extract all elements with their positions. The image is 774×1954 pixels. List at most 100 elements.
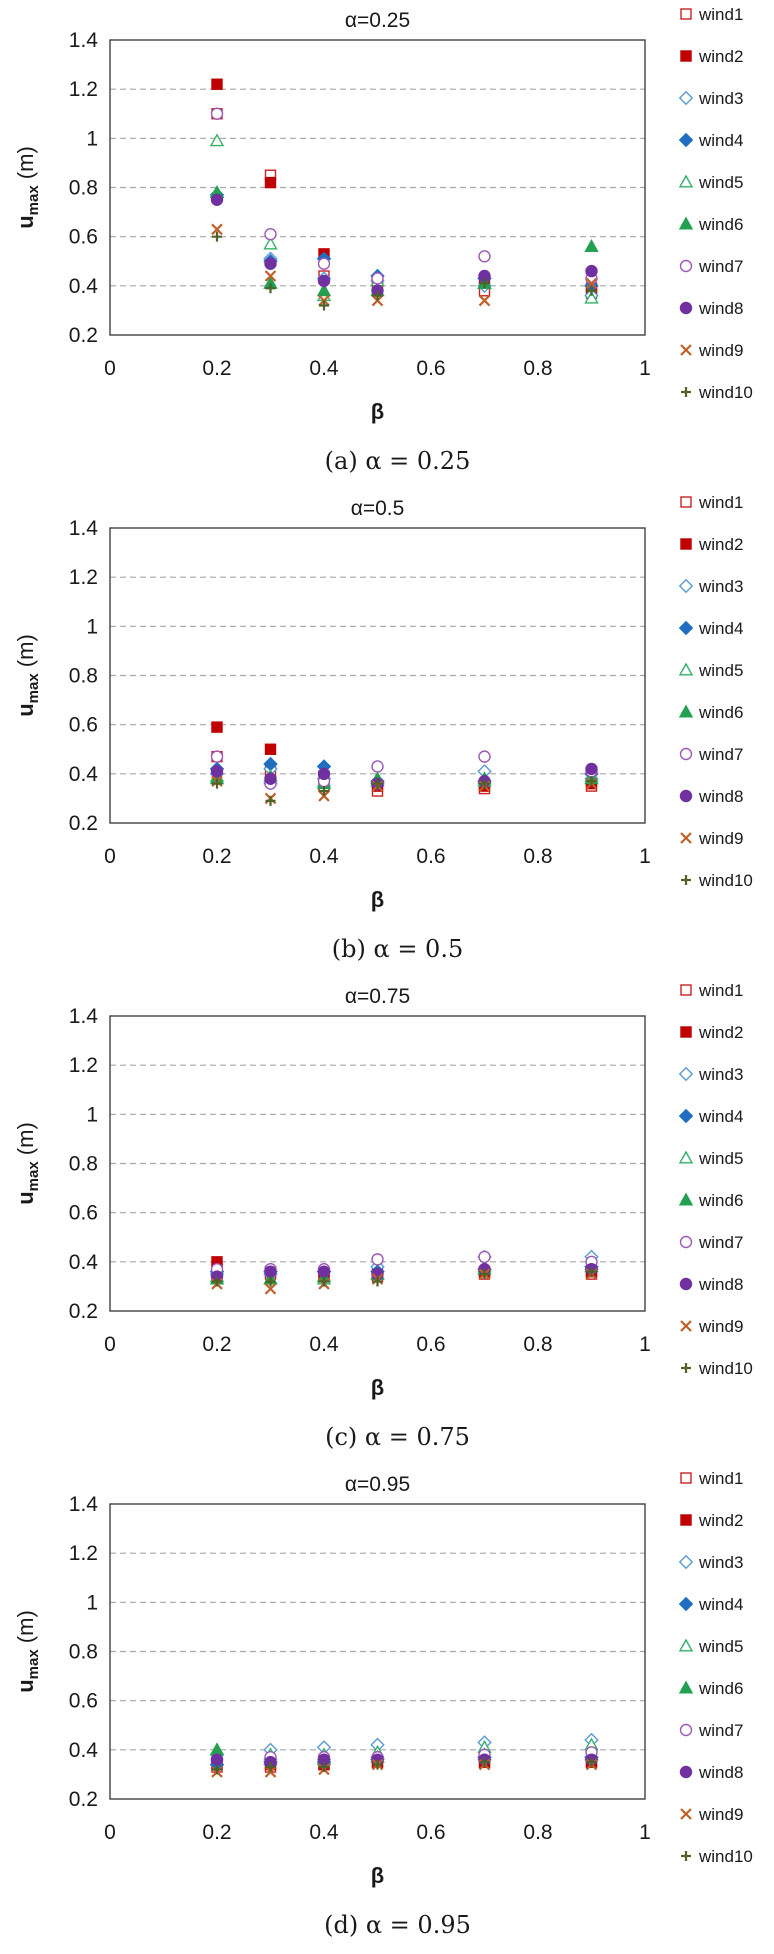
legend-label-wind1: wind1 (698, 5, 743, 24)
x-tick-label: 0 (104, 1821, 116, 1844)
x-tick-label: 0.6 (416, 845, 445, 868)
data-point-wind10 (319, 1762, 329, 1773)
y-tick-label: 0.4 (69, 275, 99, 298)
legend-label-wind10: wind10 (698, 871, 753, 890)
legend-marker-wind7 (679, 1723, 693, 1737)
legend-marker-wind1 (680, 1472, 692, 1484)
legend-marker-wind8 (679, 789, 693, 803)
y-tick-label: 0.2 (69, 1788, 98, 1811)
data-point-wind10 (586, 776, 597, 787)
legend-marker-wind8 (679, 1765, 693, 1779)
x-tick-label: 0.2 (202, 845, 231, 868)
chart-caption: (d) α = 0.95 (324, 1911, 471, 1939)
y-tick-label: 0.8 (69, 177, 98, 200)
legend-label-wind10: wind10 (698, 1359, 753, 1378)
legend-marker-wind3 (678, 1554, 694, 1570)
y-tick-label: 1.2 (69, 78, 98, 101)
legend-marker-wind6 (678, 1680, 694, 1694)
data-point-wind8 (585, 762, 598, 776)
x-tick-label: 0.2 (202, 357, 231, 380)
chart-title: α=0.75 (345, 985, 410, 1008)
chart-caption: (c) α = 0.75 (325, 1423, 470, 1451)
data-point-wind10 (265, 1762, 276, 1773)
legend-marker-wind1 (680, 496, 692, 508)
legend-label-wind9: wind9 (698, 1805, 743, 1824)
legend-label-wind2: wind2 (698, 1023, 743, 1042)
legend-marker-wind2 (680, 1514, 692, 1526)
legend-label-wind7: wind7 (698, 745, 743, 764)
x-tick-label: 0.8 (523, 357, 552, 380)
y-axis-label-subscript: max (25, 185, 42, 216)
y-tick-label: 0.4 (69, 1251, 99, 1274)
y-tick-label: 0.4 (69, 763, 99, 786)
x-axis-label: β (371, 399, 384, 424)
data-point-wind10 (372, 1759, 383, 1770)
plot-frame (109, 1503, 646, 1800)
y-tick-label: 1.4 (69, 517, 99, 540)
x-tick-label: 0.8 (523, 1821, 552, 1844)
y-tick-label: 1 (86, 1103, 98, 1126)
data-point-wind7 (371, 760, 384, 773)
data-point-wind10 (372, 1276, 383, 1287)
y-tick-label: 0.2 (69, 1300, 98, 1323)
legend-marker-wind10 (681, 1363, 691, 1373)
chart-title: α=0.25 (345, 9, 410, 32)
legend-label-wind10: wind10 (698, 1847, 753, 1866)
y-axis-label: umax (m) (13, 634, 42, 717)
y-axis-label-unit: (m) (13, 634, 38, 673)
y-axis-label-subscript: max (25, 1161, 42, 1192)
y-tick-label: 0.4 (69, 1739, 99, 1762)
legend-label-wind3: wind3 (698, 89, 743, 108)
legend-marker-wind8 (679, 301, 693, 315)
legend-label-wind4: wind4 (698, 619, 743, 638)
legend-label-wind8: wind8 (698, 1275, 743, 1294)
y-tick-label: 0.8 (69, 1153, 98, 1176)
data-point-wind6 (316, 283, 332, 297)
legend-label-wind9: wind9 (698, 1317, 743, 1336)
data-point-wind5 (263, 236, 278, 250)
y-tick-label: 1.2 (69, 566, 98, 589)
y-axis-label-main: u (13, 1679, 38, 1692)
data-point-wind10 (212, 778, 222, 789)
legend-label-wind4: wind4 (698, 131, 743, 150)
legend-label-wind9: wind9 (698, 341, 743, 360)
legend-label-wind6: wind6 (698, 215, 743, 234)
legend-label-wind8: wind8 (698, 299, 743, 318)
y-tick-label: 0.2 (69, 812, 98, 835)
data-point-wind10 (212, 1276, 222, 1287)
plot-frame (109, 1015, 646, 1312)
data-point-wind7 (371, 272, 384, 285)
y-tick-label: 0.6 (69, 714, 98, 737)
x-tick-label: 0.2 (202, 1333, 231, 1356)
x-tick-label: 0.4 (309, 845, 339, 868)
y-tick-label: 0.2 (69, 324, 98, 347)
legend-marker-wind2 (680, 50, 692, 62)
data-point-wind7 (317, 257, 331, 270)
x-tick-label: 0.6 (416, 1333, 445, 1356)
x-tick-label: 0.4 (309, 1333, 339, 1356)
data-point-wind9 (585, 277, 598, 290)
y-tick-label: 1.2 (69, 1054, 98, 1077)
x-tick-label: 0.6 (416, 357, 445, 380)
x-tick-label: 1 (639, 1333, 651, 1356)
legend-label-wind7: wind7 (698, 1233, 743, 1252)
legend-label-wind4: wind4 (698, 1107, 743, 1126)
x-tick-label: 0.6 (416, 1821, 445, 1844)
y-tick-label: 1.4 (69, 29, 99, 52)
legend-label-wind2: wind2 (698, 535, 743, 554)
legend-marker-wind1 (680, 8, 692, 20)
y-axis-label-main: u (13, 215, 38, 228)
data-point-wind7 (478, 250, 491, 263)
y-tick-label: 0.6 (69, 1690, 98, 1713)
data-point-wind8 (264, 1265, 277, 1278)
legend-marker-wind4 (678, 132, 694, 148)
data-point-wind8 (210, 765, 224, 778)
data-point-wind2 (264, 743, 277, 755)
y-axis-label-unit: (m) (13, 1122, 38, 1161)
y-tick-label: 0.8 (69, 1641, 98, 1664)
legend-label-wind8: wind8 (698, 1763, 743, 1782)
legend-label-wind3: wind3 (698, 577, 743, 596)
data-point-wind9 (211, 223, 223, 236)
x-axis-label: β (371, 887, 384, 912)
